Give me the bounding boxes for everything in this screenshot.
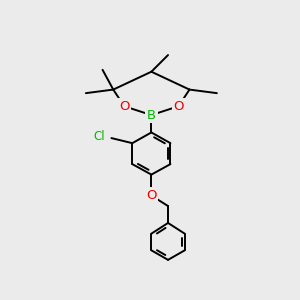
Text: O: O xyxy=(119,100,130,113)
Text: O: O xyxy=(173,100,184,113)
Text: Cl: Cl xyxy=(93,130,105,143)
Text: O: O xyxy=(146,189,157,202)
Text: B: B xyxy=(147,109,156,122)
